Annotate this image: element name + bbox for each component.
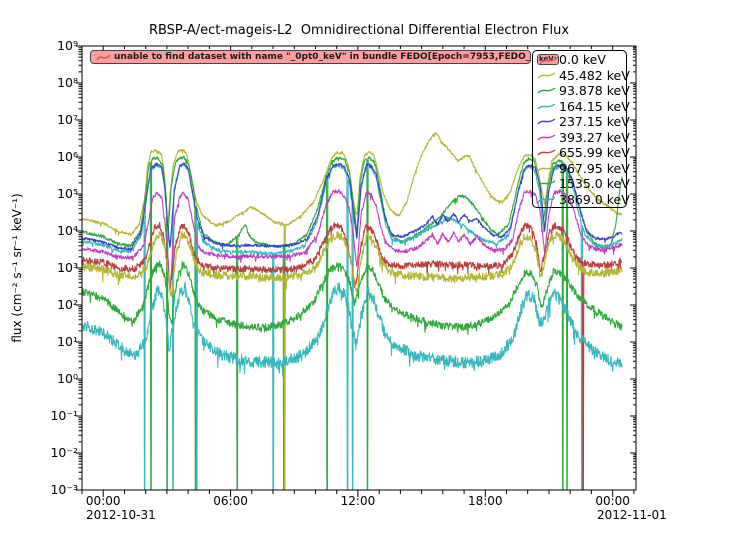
y-tick-label: 10⁴ [57, 223, 78, 238]
legend-line-swatch [537, 70, 559, 81]
legend-item-1535-0-keV[interactable]: 1535.0 keV [537, 176, 630, 192]
legend-item-967-95-keV[interactable]: 967.95 keV [537, 161, 630, 177]
y-tick-label: 10⁻³ [50, 482, 78, 497]
series-line-1535-0-keV [82, 260, 623, 336]
axis-ticks [76, 45, 636, 497]
series-line-3869-0-keV [82, 281, 623, 377]
legend-item-655-99-keV[interactable]: 655.99 keV [537, 145, 630, 161]
x-tick-label: 00:00 [85, 494, 121, 508]
warning-text: unable to find dataset with name "_0pt0_… [114, 52, 531, 62]
error-chip-icon: keV⁻¹) [537, 54, 559, 66]
error-squiggle-icon [96, 53, 111, 60]
legend-item-45-482-keV[interactable]: 45.482 keV [537, 68, 630, 84]
y-tick-label: 10⁻² [50, 445, 78, 460]
legend-line-swatch [537, 132, 559, 143]
legend-label: 1535.0 keV [559, 176, 630, 192]
legend-label: 45.482 keV [559, 67, 630, 83]
y-tick-label: 10⁰ [57, 371, 78, 386]
y-axis-label: flux (cm⁻² s⁻¹ sr⁻¹ keV⁻¹) [10, 193, 24, 343]
y-tick-label: 10³ [57, 260, 78, 275]
legend-item-93-878-keV[interactable]: 93.878 keV [537, 83, 630, 99]
plot-frame [81, 45, 637, 491]
y-tick-label: 10¹ [57, 334, 78, 349]
legend-label: 0.0 keV [559, 52, 606, 68]
legend-line-swatch [537, 116, 559, 127]
legend-label: 237.15 keV [559, 114, 630, 130]
y-tick-label: 10⁶ [57, 149, 78, 164]
legend-item-164-15-keV[interactable]: 164.15 keV [537, 99, 630, 115]
x-tick-label: 00:00 [595, 494, 630, 508]
legend-line-swatch [537, 194, 559, 205]
y-tick-label: 10⁸ [57, 75, 78, 90]
legend-label: 3869.0 keV [559, 191, 630, 207]
legend-label: 164.15 keV [559, 98, 630, 114]
legend-item-0-0-keV[interactable]: keV⁻¹)0.0 keV [537, 52, 626, 68]
legend-label: 93.878 keV [559, 83, 630, 99]
legend-label: 655.99 keV [559, 145, 630, 161]
legend-line-swatch [537, 85, 559, 96]
x-tick-label: 18:00 [467, 494, 503, 508]
x-tick-label: 12:00 [340, 494, 376, 508]
page-title: RBSP-A/ect-mageis-L2 Omnidirectional Dif… [148, 23, 570, 38]
x-tick-label: 06:00 [213, 494, 248, 508]
y-tick-label: 10⁹ [57, 38, 78, 53]
legend-item-393-27-keV[interactable]: 393.27 keV [537, 130, 630, 146]
x-axis-end-date: 2012-11-01 [597, 508, 667, 522]
legend-line-swatch [537, 147, 559, 158]
x-axis-start-date: 2012-10-31 [86, 508, 156, 522]
legend-label: 393.27 keV [559, 129, 630, 145]
y-tick-label: 10⁵ [57, 186, 78, 201]
y-tick-label: 10² [57, 297, 78, 312]
legend-label: 967.95 keV [559, 160, 630, 176]
y-tick-label: 10⁷ [57, 112, 78, 127]
legend-line-swatch [537, 178, 559, 189]
legend-line-swatch [537, 101, 559, 112]
series-line-967-95-keV [82, 231, 623, 490]
dataset-warning-annotation: unable to find dataset with name "_0pt0_… [90, 50, 531, 64]
legend-item-237-15-keV[interactable]: 237.15 keV [537, 114, 630, 130]
y-tick-label: 10⁻¹ [50, 408, 78, 423]
legend-line-swatch [537, 163, 559, 174]
legend-item-3869-0-keV[interactable]: 3869.0 keV [537, 192, 630, 208]
